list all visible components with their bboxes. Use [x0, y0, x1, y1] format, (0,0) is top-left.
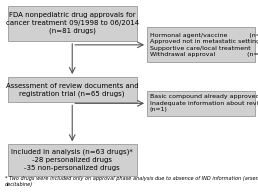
Text: Included in analysis (n=63 drugs)*
-28 personalized drugs
-35 non-personalized d: Included in analysis (n=63 drugs)* -28 p… — [11, 149, 133, 171]
FancyBboxPatch shape — [147, 91, 255, 116]
FancyBboxPatch shape — [8, 6, 137, 41]
Text: * Two drugs were included only on approval phase analysis due to absence of IND : * Two drugs were included only on approv… — [5, 176, 258, 187]
Text: Hormonal agent/vaccine           (n=8)
Approved not in metastatic setting  (n=3): Hormonal agent/vaccine (n=8) Approved no… — [150, 33, 258, 57]
FancyBboxPatch shape — [147, 27, 255, 62]
FancyBboxPatch shape — [8, 77, 137, 102]
Text: Assessment of review documents and
registration trial (n=65 drugs): Assessment of review documents and regis… — [6, 82, 139, 97]
Text: FDA nonpediatric drug approvals for
cancer treatment 09/1998 to 06/2014
(n=81 dr: FDA nonpediatric drug approvals for canc… — [6, 12, 139, 34]
FancyBboxPatch shape — [8, 144, 137, 176]
Text: Basic compound already approved  (n= 1)
Inadequate information about review proc: Basic compound already approved (n= 1) I… — [150, 94, 258, 112]
